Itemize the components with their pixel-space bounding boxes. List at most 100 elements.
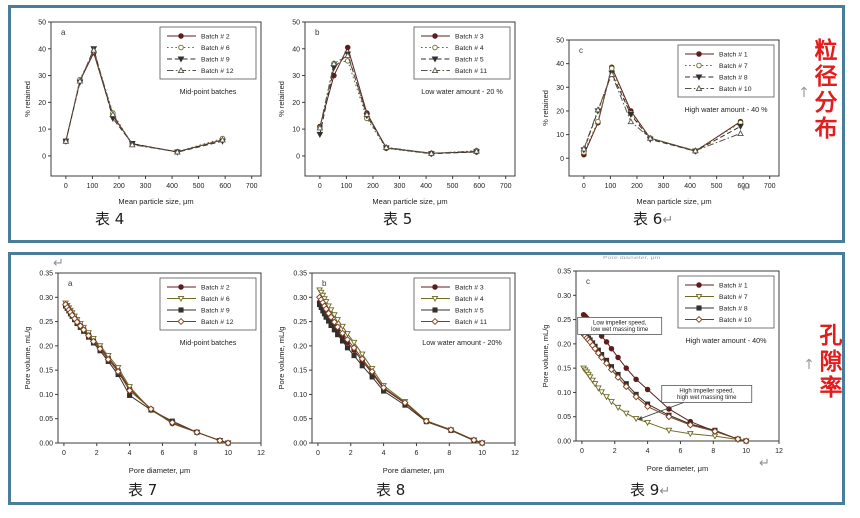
svg-text:0.05: 0.05 (39, 416, 53, 423)
svg-text:0.35: 0.35 (39, 271, 53, 278)
svg-text:Batch # 12: Batch # 12 (201, 68, 234, 75)
svg-text:Batch # 7: Batch # 7 (719, 294, 748, 301)
svg-text:12: 12 (775, 448, 783, 455)
svg-text:Batch # 6: Batch # 6 (201, 45, 230, 52)
svg-text:0.20: 0.20 (557, 341, 571, 348)
svg-text:Mid-point batches: Mid-point batches (180, 87, 237, 96)
svg-text:10: 10 (224, 450, 232, 457)
table-caption-6: 表 6↵ (633, 208, 673, 229)
svg-text:Batch # 12: Batch # 12 (201, 319, 234, 326)
svg-text:10: 10 (38, 127, 46, 134)
svg-text:200: 200 (367, 183, 379, 190)
svg-text:Pore diameter, μm: Pore diameter, μm (383, 466, 444, 475)
svg-text:Pore volume, mL/g: Pore volume, mL/g (277, 327, 286, 390)
svg-text:Batch # 9: Batch # 9 (201, 57, 230, 64)
svg-text:10: 10 (556, 132, 564, 139)
svg-text:0.05: 0.05 (293, 416, 307, 423)
svg-text:20: 20 (292, 100, 300, 107)
svg-text:0.30: 0.30 (293, 295, 307, 302)
svg-text:200: 200 (113, 183, 125, 190)
svg-text:12: 12 (511, 450, 519, 457)
svg-text:6: 6 (161, 450, 165, 457)
svg-text:0.15: 0.15 (39, 368, 53, 375)
table-caption-9: 表 9↵ (630, 479, 670, 500)
chart-psd-low-water: 0 100 200 300 400 500 600 700 0 10 20 30 40 50 Mean pa… (275, 16, 525, 213)
table-caption-4: 表 4 (95, 208, 124, 229)
svg-text:6: 6 (415, 450, 419, 457)
svg-text:b: b (322, 279, 327, 288)
svg-text:Batch # 2: Batch # 2 (201, 34, 230, 41)
svg-text:40: 40 (556, 61, 564, 68)
svg-text:0.00: 0.00 (557, 439, 571, 446)
caption-text: 表 6 (633, 210, 663, 228)
svg-text:4: 4 (128, 450, 132, 457)
svg-text:50: 50 (38, 20, 46, 27)
svg-text:0.25: 0.25 (39, 319, 53, 326)
svg-text:700: 700 (246, 183, 258, 190)
svg-text:0: 0 (582, 183, 586, 190)
svg-text:0.25: 0.25 (557, 317, 571, 324)
svg-text:20: 20 (38, 100, 46, 107)
svg-text:Batch # 1: Batch # 1 (719, 283, 748, 290)
svg-text:c: c (579, 46, 583, 55)
svg-text:Low water amount - 20%: Low water amount - 20% (422, 338, 502, 347)
svg-text:Batch # 2: Batch # 2 (201, 285, 230, 292)
svg-text:Pore diameter, μm: Pore diameter, μm (129, 466, 190, 475)
table-caption-5: 表 5 (383, 208, 412, 229)
up-arrow-icon: ↑ (796, 84, 812, 101)
svg-text:100: 100 (87, 183, 99, 190)
caption-text: 表 8 (376, 481, 406, 499)
particle-size-distribution-panel: 0 100 200 300 400 500 600 700 0 10 20 30 40 50 Mean pa… (8, 5, 845, 243)
svg-text:High water amount - 40 %: High water amount - 40 % (684, 105, 768, 114)
svg-text:Batch # 4: Batch # 4 (455, 45, 484, 52)
return-mark: ↵ (659, 484, 671, 499)
svg-text:% retained: % retained (23, 81, 32, 117)
svg-text:700: 700 (764, 183, 776, 190)
svg-text:Batch # 11: Batch # 11 (455, 319, 487, 326)
chart-psd-mid-point: 0 100 200 300 400 500 600 700 0 10 20 30 40 50 Mean pa… (21, 16, 271, 213)
svg-text:0.05: 0.05 (557, 414, 571, 421)
svg-text:Batch # 10: Batch # 10 (719, 317, 752, 324)
svg-text:400: 400 (684, 183, 696, 190)
svg-text:8: 8 (193, 450, 197, 457)
svg-text:0: 0 (296, 153, 300, 160)
svg-text:0.35: 0.35 (557, 269, 571, 276)
svg-text:0.15: 0.15 (293, 368, 307, 375)
chart-pore-volume-mid-point: 0 2 4 6 8 10 12 0.00 0.05 0.10 0.15 0.20 0.25 0.30 0.3… (21, 267, 273, 482)
svg-text:10: 10 (478, 450, 486, 457)
side-label-porosity: 孔隙率 ↑ (801, 323, 841, 401)
svg-text:2: 2 (95, 450, 99, 457)
svg-text:0: 0 (560, 156, 564, 163)
svg-text:High impeller speed,: High impeller speed, (679, 388, 734, 394)
svg-text:Low water amount - 20 %: Low water amount - 20 % (421, 87, 503, 96)
svg-text:0.20: 0.20 (39, 343, 53, 350)
svg-text:Batch # 5: Batch # 5 (455, 308, 484, 315)
svg-text:0: 0 (42, 153, 46, 160)
return-mark: ↵ (741, 180, 752, 195)
svg-text:Mean particle size, μm: Mean particle size, μm (372, 197, 447, 206)
svg-text:Batch # 10: Batch # 10 (719, 86, 752, 93)
svg-text:a: a (61, 28, 66, 37)
svg-text:Batch # 8: Batch # 8 (719, 75, 748, 82)
svg-text:0.10: 0.10 (557, 390, 571, 397)
svg-text:Batch # 5: Batch # 5 (455, 57, 484, 64)
svg-text:30: 30 (292, 73, 300, 80)
cropped-axis-text: Pore diameter, μm (603, 256, 661, 261)
chart-pore-volume-high-water: 0 2 4 6 8 10 12 0.00 0.05 0.10 0.15 0.20 0.25 0.30 0.3… (539, 265, 791, 480)
svg-text:0: 0 (580, 448, 584, 455)
table-caption-8: 表 8 (376, 479, 405, 500)
svg-text:% retained: % retained (541, 90, 550, 126)
svg-text:0.30: 0.30 (39, 295, 53, 302)
svg-text:10: 10 (292, 127, 300, 134)
svg-text:0.25: 0.25 (293, 319, 307, 326)
svg-text:500: 500 (711, 183, 723, 190)
svg-text:% retained: % retained (277, 81, 286, 117)
svg-text:Low impeller speed,: Low impeller speed, (593, 320, 647, 326)
svg-text:0.00: 0.00 (293, 441, 307, 448)
svg-text:50: 50 (556, 38, 564, 45)
svg-text:50: 50 (292, 20, 300, 27)
svg-text:300: 300 (140, 183, 152, 190)
svg-text:300: 300 (658, 183, 670, 190)
svg-text:100: 100 (605, 183, 617, 190)
svg-text:Pore diameter, μm: Pore diameter, μm (647, 464, 708, 473)
